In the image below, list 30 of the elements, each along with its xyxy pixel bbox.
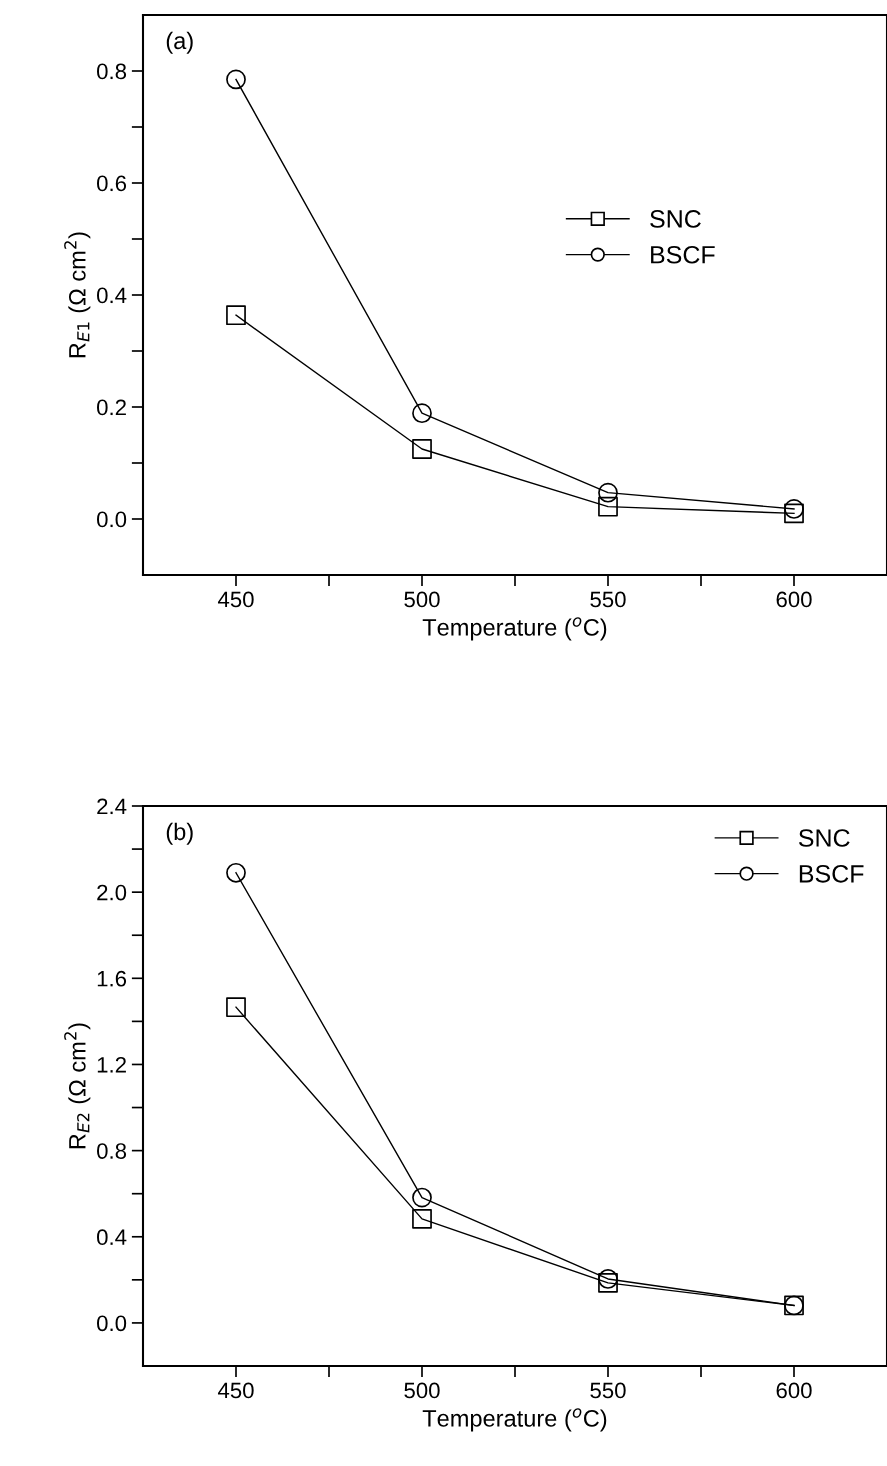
x-tick-label: 550	[590, 1382, 626, 1399]
legend-label: SNC	[798, 829, 850, 847]
y-axis-title: R$_{E2}$ (Ω cm$^{2}$)	[64, 1023, 91, 1149]
y-axis-title: R$_{E1}$ (Ω cm$^{2}$)	[64, 232, 91, 358]
x-tick-label: 450	[217, 1382, 254, 1399]
x-tick-label: 550	[590, 591, 626, 608]
y-tick-label: 0.0	[97, 1315, 127, 1332]
legend-label: SNC	[650, 210, 701, 228]
y-tick-label: 0.4	[97, 1229, 127, 1246]
y-tick-label: 2.0	[97, 884, 127, 901]
y-tick-label: 0.4	[97, 287, 127, 304]
x-tick-label: 500	[404, 1382, 440, 1399]
x-axis-title: Temperature ($^{o}$C)	[422, 617, 607, 641]
x-tick-label: 450	[217, 591, 254, 608]
annotation: (a)	[166, 31, 193, 54]
legend-label: BSCF	[799, 864, 864, 883]
x-axis-title: Temperature ($^{o}$C)	[422, 1408, 607, 1432]
y-tick-label: 0.8	[97, 1143, 127, 1159]
x-tick-label: 600	[776, 1382, 812, 1399]
x-tick-label: 600	[776, 591, 812, 608]
legend-label: BSCF	[651, 245, 715, 264]
y-tick-label: 0.0	[97, 511, 127, 528]
y-tick-label: 0.2	[97, 399, 126, 416]
y-tick-label: 1.2	[97, 1057, 126, 1073]
annotation: (b)	[166, 822, 193, 845]
y-tick-label: 2.4	[97, 798, 127, 815]
x-tick-label: 500	[404, 591, 440, 608]
y-tick-label: 0.6	[97, 175, 127, 192]
y-tick-label: 1.6	[97, 970, 127, 987]
y-tick-label: 0.8	[97, 63, 127, 80]
